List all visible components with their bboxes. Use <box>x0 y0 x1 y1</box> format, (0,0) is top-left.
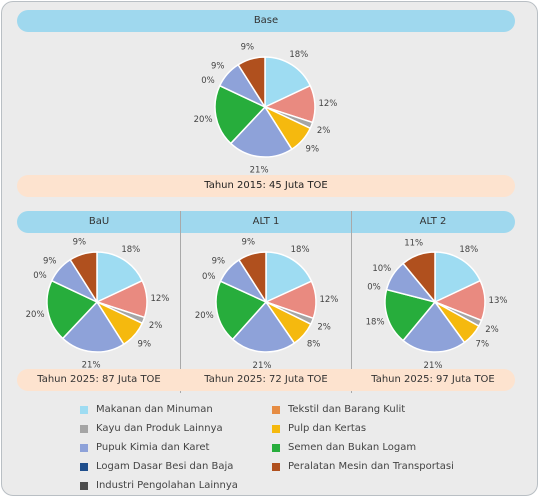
base-title: Base <box>253 15 279 26</box>
legend-item: Tekstil dan Barang Kulit <box>272 404 405 415</box>
scenario-header-bar <box>17 211 515 233</box>
pie-slice <box>237 251 267 305</box>
legend-item: Pulp dan Kertas <box>272 423 366 434</box>
pie-slice-label: 0% <box>202 272 216 282</box>
pie-slice <box>237 56 266 110</box>
pie-slice-label: 9% <box>73 238 87 248</box>
pie-slice-label: 18% <box>291 245 310 255</box>
alt2-total-label: Tahun 2025: 97 Juta TOE <box>371 374 495 385</box>
pie-slice-label: 2% <box>317 126 331 136</box>
pie-slice-label: 12% <box>319 295 338 305</box>
pie-slice <box>215 280 268 341</box>
pie-slice-label: 0% <box>33 271 47 281</box>
pie-slice-label: 21% <box>250 166 269 176</box>
base-title-bar: Base <box>17 10 515 32</box>
pie-slice-label: 2% <box>485 325 499 335</box>
pie-slice-label: 9% <box>43 256 57 266</box>
legend-item: Logam Dasar Besi dan Baja <box>80 461 233 472</box>
scenario-bau-title: BaU <box>88 216 110 227</box>
pie-slice-label: 10% <box>372 264 391 274</box>
pie-slice-label: 13% <box>489 296 508 306</box>
legend-label: Logam Dasar Besi dan Baja <box>96 461 234 472</box>
pie-slice-label: 8% <box>307 339 321 349</box>
scenario-alt1-title: ALT 1 <box>252 216 280 227</box>
pie-slice <box>46 279 99 340</box>
pie-slice-label: 21% <box>424 361 443 371</box>
pie-slice-label: 20% <box>26 310 45 320</box>
pie-slice <box>264 56 312 109</box>
legend-label: Industri Pengolahan Lainnya <box>96 480 238 491</box>
legend-item: Peralatan Mesin dan Transportasi <box>272 461 454 472</box>
legend-swatch <box>272 443 280 452</box>
pie-slice-label: 20% <box>195 311 214 321</box>
pie-slice-label: 9% <box>138 340 152 350</box>
legend-label: Kayu dan Produk Lainnya <box>96 423 223 434</box>
pie-slice-label: 18% <box>289 50 308 60</box>
pie-slice <box>69 251 98 305</box>
legend-swatch <box>272 424 280 433</box>
pie-slice-label: 9% <box>211 61 225 71</box>
pie-slice-label: 18% <box>121 245 140 255</box>
legend-swatch <box>80 462 88 471</box>
pie-slice-label: 9% <box>212 257 226 267</box>
legend-item: Kayu dan Produk Lainnya <box>80 423 223 434</box>
pie-slice <box>229 105 293 158</box>
legend-label: Pulp dan Kertas <box>288 423 367 434</box>
pie-slice-label: 12% <box>150 294 169 304</box>
pie-slice-label: 2% <box>149 321 163 331</box>
pie-slice-label: 21% <box>82 361 101 371</box>
legend-label: Makanan dan Minuman <box>96 404 213 415</box>
legend-swatch <box>80 481 88 490</box>
base-total-bar: Tahun 2015: 45 Juta TOE <box>17 175 515 197</box>
divider-1 <box>180 211 181 393</box>
scenario-totals-bar <box>17 369 515 391</box>
pie-slice-label: 12% <box>318 99 337 109</box>
legend-item: Makanan dan Minuman <box>80 404 213 415</box>
legend-item: Pupuk Kimia dan Karet <box>80 442 209 453</box>
scenario-alt2-title: ALT 2 <box>419 216 447 227</box>
pie-slice-label: 0% <box>201 76 215 86</box>
pie-slice <box>402 300 466 353</box>
legend-label: Tekstil dan Barang Kulit <box>288 404 406 415</box>
bau-total-label: Tahun 2025: 87 Juta TOE <box>37 374 161 385</box>
pie-slice <box>384 288 437 342</box>
pie-slice-label: 20% <box>194 115 213 125</box>
pie-slice-label: 7% <box>476 340 490 350</box>
pie-slice <box>402 251 436 305</box>
pie-slice-label: 9% <box>306 145 320 155</box>
pie-slice-label: 18% <box>459 245 478 255</box>
legend-swatch <box>272 462 280 471</box>
pie-slice-label: 9% <box>241 43 255 53</box>
pie-slice <box>61 300 125 353</box>
pie-slice <box>231 300 296 353</box>
legend-swatch <box>80 405 88 414</box>
legend-label: Peralatan Mesin dan Transportasi <box>288 461 454 472</box>
alt1-total-label: Tahun 2025: 72 Juta TOE <box>204 374 328 385</box>
pie-slice-label: 11% <box>404 239 423 249</box>
legend-item: Industri Pengolahan Lainnya <box>80 480 238 491</box>
pie-slice-label: 18% <box>366 318 385 328</box>
pie-slice <box>214 84 267 145</box>
legend-label: Pupuk Kimia dan Karet <box>96 442 210 453</box>
pie-slice-label: 9% <box>242 238 256 248</box>
divider-2 <box>351 211 352 393</box>
legend-swatch <box>80 424 88 433</box>
legend-swatch <box>272 405 280 414</box>
base-total-label: Tahun 2015: 45 Juta TOE <box>204 180 328 191</box>
pie-slice <box>265 251 313 304</box>
legend-item: Semen dan Bukan Logam <box>272 442 416 453</box>
pie-slice-label: 2% <box>317 322 331 332</box>
pie-slice-label: 0% <box>367 282 381 292</box>
legend-swatch <box>80 443 88 452</box>
pie-slice <box>96 251 144 304</box>
pie-slice <box>434 251 482 304</box>
pie-slice-label: 21% <box>253 361 272 371</box>
legend-label: Semen dan Bukan Logam <box>288 442 417 453</box>
